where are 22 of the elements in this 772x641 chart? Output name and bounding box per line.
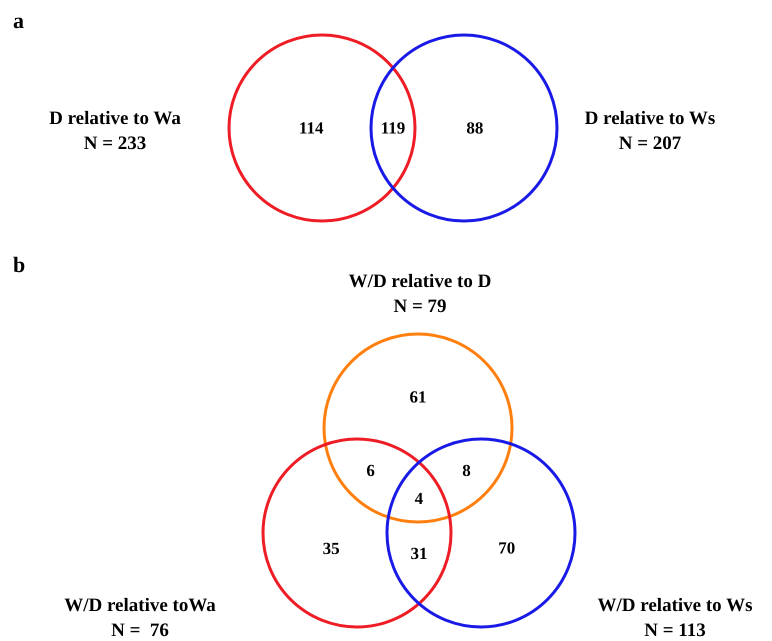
text: 70 <box>498 538 516 558</box>
category-label: D relative to Ws <box>584 108 716 129</box>
text: 31 <box>410 544 428 563</box>
category-label: W/D relative to Ws <box>598 595 752 616</box>
data-label: N = 113 <box>644 620 706 641</box>
text: 8 <box>462 460 471 480</box>
text: 88 <box>466 118 484 138</box>
text: 35 <box>322 539 340 558</box>
data-label: N = 233 <box>84 133 146 154</box>
data-label: N = 76 <box>111 620 169 641</box>
data-label: N = 207 <box>618 133 682 154</box>
category-label: W/D relative toWa <box>64 595 216 616</box>
data-label: N = 79 <box>393 296 447 317</box>
text: 6 <box>366 461 375 480</box>
text: 4 <box>414 489 424 508</box>
text: b <box>13 252 26 277</box>
category-label: W/D relative to D <box>348 271 492 292</box>
text: 119 <box>380 118 406 138</box>
text: 61 <box>410 388 427 407</box>
category-label: D relative to Wa <box>49 108 182 129</box>
text: 114 <box>298 118 324 138</box>
text: a <box>13 8 24 33</box>
